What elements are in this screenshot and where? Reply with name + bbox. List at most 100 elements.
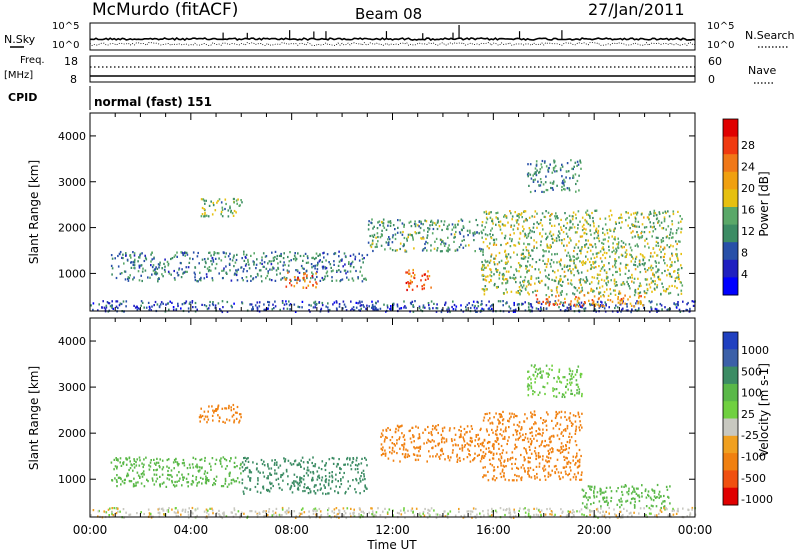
range-gate-cell bbox=[516, 303, 519, 306]
range-gate-cell bbox=[229, 258, 231, 261]
range-gate-cell bbox=[553, 395, 555, 398]
range-gate-cell bbox=[596, 277, 599, 280]
range-gate-cell bbox=[542, 455, 544, 458]
range-gate-cell bbox=[413, 247, 415, 250]
range-gate-cell bbox=[312, 472, 315, 475]
range-gate-cell bbox=[295, 515, 298, 518]
range-gate-cell bbox=[360, 462, 363, 465]
range-gate-cell bbox=[538, 427, 540, 430]
range-gate-cell bbox=[559, 275, 562, 278]
range-gate-cell bbox=[581, 216, 584, 219]
range-gate-cell bbox=[248, 267, 251, 270]
range-gate-cell bbox=[203, 472, 206, 475]
range-gate-cell bbox=[414, 223, 417, 226]
range-gate-cell bbox=[634, 268, 637, 271]
range-gate-cell bbox=[649, 266, 652, 269]
range-gate-cell bbox=[525, 264, 527, 268]
range-gate-cell bbox=[344, 512, 347, 515]
range-gate-cell bbox=[223, 267, 225, 270]
range-gate-cell bbox=[640, 213, 643, 216]
range-gate-cell bbox=[240, 199, 242, 202]
range-gate-cell bbox=[577, 413, 580, 416]
range-gate-cell bbox=[602, 510, 604, 513]
range-gate-cell bbox=[373, 225, 375, 228]
range-gate-cell bbox=[416, 446, 418, 449]
range-gate-cell bbox=[563, 393, 565, 396]
range-gate-cell bbox=[327, 484, 330, 487]
range-gate-cell bbox=[264, 308, 267, 311]
range-gate-cell bbox=[239, 514, 242, 517]
range-gate-cell bbox=[345, 255, 347, 259]
range-gate-cell bbox=[511, 215, 514, 218]
range-gate-cell bbox=[273, 463, 276, 466]
range-gate-cell bbox=[288, 304, 291, 307]
range-gate-cell bbox=[658, 248, 661, 251]
range-gate-cell bbox=[126, 258, 129, 261]
range-gate-cell bbox=[128, 468, 130, 472]
range-gate-cell bbox=[390, 305, 392, 308]
range-gate-cell bbox=[331, 471, 333, 474]
range-gate-cell bbox=[571, 370, 574, 373]
range-gate-cell bbox=[677, 274, 680, 277]
range-gate-cell bbox=[297, 252, 299, 255]
range-gate-cell bbox=[189, 257, 191, 260]
range-gate-cell bbox=[648, 300, 651, 303]
range-gate-cell bbox=[530, 443, 532, 446]
range-gate-cell bbox=[274, 469, 276, 472]
range-gate-cell bbox=[565, 170, 568, 173]
range-gate-cell bbox=[650, 264, 653, 267]
range-gate-cell bbox=[545, 275, 547, 278]
range-gate-cell bbox=[498, 261, 501, 264]
range-gate-cell bbox=[679, 310, 682, 313]
range-gate-cell bbox=[299, 484, 301, 487]
range-gate-cell bbox=[572, 476, 575, 479]
range-gate-cell bbox=[350, 309, 352, 312]
range-gate-cell bbox=[579, 478, 581, 481]
range-gate-cell bbox=[669, 502, 671, 505]
range-gate-cell bbox=[572, 215, 574, 218]
range-gate-cell bbox=[602, 242, 605, 245]
range-gate-cell bbox=[257, 470, 260, 473]
range-gate-cell bbox=[128, 456, 131, 459]
range-gate-cell bbox=[243, 253, 245, 256]
range-gate-cell bbox=[584, 245, 586, 248]
range-gate-cell bbox=[158, 511, 161, 514]
range-gate-cell bbox=[542, 431, 544, 435]
range-gate-cell bbox=[590, 264, 592, 267]
range-gate-cell bbox=[600, 278, 603, 281]
range-gate-cell bbox=[516, 214, 519, 217]
range-gate-cell bbox=[233, 480, 236, 483]
range-gate-cell bbox=[591, 276, 594, 279]
range-gate-cell bbox=[153, 473, 156, 476]
range-gate-cell bbox=[544, 420, 546, 423]
range-gate-cell bbox=[551, 253, 553, 256]
range-gate-cell bbox=[321, 301, 324, 305]
range-gate-cell bbox=[544, 283, 547, 286]
range-gate-cell bbox=[206, 275, 208, 278]
range-gate-cell bbox=[390, 307, 392, 310]
range-gate-cell bbox=[585, 220, 588, 223]
range-gate-cell bbox=[125, 300, 128, 303]
range-gate-cell bbox=[371, 303, 374, 306]
range-gate-cell bbox=[570, 421, 573, 424]
range-gate-cell bbox=[143, 473, 145, 476]
range-gate-cell bbox=[351, 277, 354, 280]
range-gate-cell bbox=[658, 490, 661, 493]
range-gate-cell bbox=[216, 201, 218, 204]
range-gate-cell bbox=[645, 496, 648, 499]
range-gate-cell bbox=[347, 463, 349, 466]
range-gate-cell bbox=[242, 490, 245, 493]
range-gate-cell bbox=[580, 305, 582, 308]
range-gate-cell bbox=[675, 253, 677, 256]
range-gate-cell bbox=[367, 228, 370, 231]
range-gate-cell bbox=[594, 209, 596, 212]
range-gate-cell bbox=[523, 242, 525, 245]
range-gate-cell bbox=[528, 216, 531, 219]
range-gate-cell bbox=[618, 292, 620, 295]
range-gate-cell bbox=[406, 271, 409, 274]
range-gate-cell bbox=[490, 271, 493, 274]
range-gate-cell bbox=[432, 227, 435, 231]
range-gate-cell bbox=[391, 241, 394, 244]
range-gate-cell bbox=[561, 242, 563, 245]
range-gate-cell bbox=[610, 279, 612, 282]
